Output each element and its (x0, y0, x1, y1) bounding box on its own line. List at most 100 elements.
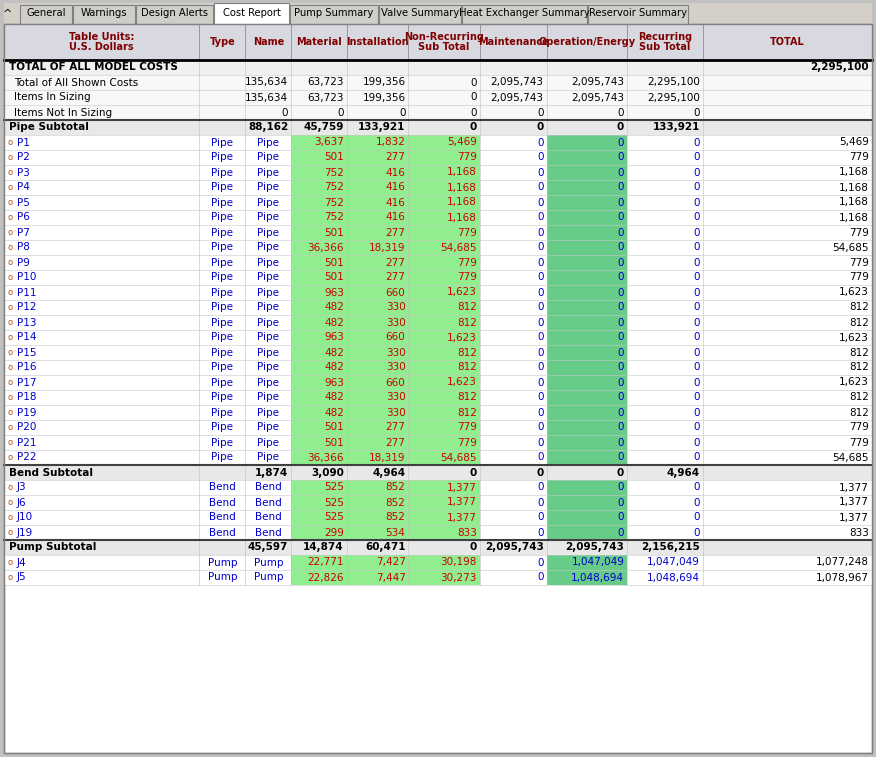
Text: 852: 852 (385, 512, 406, 522)
Text: o: o (7, 228, 12, 237)
Text: 0: 0 (537, 332, 543, 342)
Bar (292, 495, 347, 510)
Bar (547, 225, 627, 240)
Text: 0: 0 (618, 528, 625, 537)
Text: Pipe: Pipe (211, 453, 233, 463)
Text: 88,162: 88,162 (248, 123, 288, 132)
Bar (292, 150, 347, 165)
Bar (4, 435, 872, 450)
Text: 0: 0 (693, 213, 700, 223)
Text: 0: 0 (537, 242, 543, 253)
Text: 1,168: 1,168 (839, 182, 869, 192)
Bar (347, 150, 408, 165)
Bar (547, 270, 627, 285)
Text: 1,078,967: 1,078,967 (816, 572, 869, 582)
Text: Cost Report: Cost Report (223, 8, 280, 18)
Text: 501: 501 (324, 438, 344, 447)
Text: Pipe: Pipe (211, 288, 233, 298)
Text: 1,377: 1,377 (839, 512, 869, 522)
Text: 0: 0 (537, 198, 543, 207)
Text: J5: J5 (17, 572, 26, 582)
Text: 63,723: 63,723 (307, 77, 344, 88)
Text: 482: 482 (324, 347, 344, 357)
Bar (4, 315, 872, 330)
Text: 0: 0 (618, 288, 625, 298)
Text: 0: 0 (693, 407, 700, 418)
Text: 852: 852 (385, 482, 406, 493)
Text: 833: 833 (849, 528, 869, 537)
Bar (4, 405, 872, 420)
Bar (347, 360, 408, 375)
Text: 0: 0 (618, 363, 625, 372)
Text: o: o (7, 438, 12, 447)
Text: 779: 779 (849, 273, 869, 282)
Text: Warnings: Warnings (81, 8, 127, 18)
Text: 0: 0 (537, 167, 543, 177)
Text: J10: J10 (17, 512, 33, 522)
Bar (4, 75, 872, 90)
Text: Pipe: Pipe (258, 273, 279, 282)
Text: 416: 416 (385, 198, 406, 207)
Text: 54,685: 54,685 (832, 242, 869, 253)
Text: Pipe: Pipe (258, 363, 279, 372)
Text: Name: Name (252, 37, 284, 47)
Text: 0: 0 (618, 182, 625, 192)
Text: 0: 0 (618, 273, 625, 282)
Bar (547, 315, 627, 330)
Bar (408, 525, 480, 540)
Text: 54,685: 54,685 (440, 453, 477, 463)
Bar (547, 180, 627, 195)
Text: 779: 779 (849, 257, 869, 267)
Bar (4, 150, 872, 165)
Text: 0: 0 (537, 257, 543, 267)
Bar (4, 345, 872, 360)
Bar (292, 240, 347, 255)
Bar (347, 570, 408, 585)
Bar (408, 510, 480, 525)
Text: 0: 0 (537, 363, 543, 372)
Text: 330: 330 (385, 407, 406, 418)
Text: 525: 525 (324, 512, 344, 522)
Text: 1,048,694: 1,048,694 (646, 572, 700, 582)
Bar (290, 5, 378, 24)
Text: 0: 0 (537, 303, 543, 313)
Text: 1,168: 1,168 (447, 167, 477, 177)
Text: 0: 0 (693, 482, 700, 493)
Text: 2,295,100: 2,295,100 (810, 63, 869, 73)
Text: 0: 0 (693, 512, 700, 522)
Text: 1,168: 1,168 (839, 167, 869, 177)
Bar (4, 555, 872, 570)
Bar (347, 405, 408, 420)
Bar (347, 390, 408, 405)
Bar (588, 5, 688, 24)
Text: 0: 0 (537, 213, 543, 223)
Text: 779: 779 (456, 257, 477, 267)
Text: 0: 0 (337, 107, 344, 117)
Text: 482: 482 (324, 363, 344, 372)
Bar (408, 330, 480, 345)
Text: 0: 0 (470, 92, 477, 102)
Text: 660: 660 (385, 288, 406, 298)
Text: Pump: Pump (208, 572, 237, 582)
Text: 4,964: 4,964 (372, 468, 406, 478)
Text: 0: 0 (618, 152, 625, 163)
Text: 812: 812 (456, 317, 477, 328)
Text: 0: 0 (618, 303, 625, 313)
Bar (4, 450, 872, 465)
Bar (408, 165, 480, 180)
Text: 1,168: 1,168 (839, 198, 869, 207)
Text: 0: 0 (618, 497, 625, 507)
Text: Non-Recurring: Non-Recurring (404, 32, 484, 42)
Text: P15: P15 (17, 347, 37, 357)
Text: 2,095,743: 2,095,743 (565, 543, 625, 553)
Bar (408, 345, 480, 360)
Text: 7,427: 7,427 (376, 557, 406, 568)
Bar (408, 435, 480, 450)
Text: Pipe: Pipe (211, 273, 233, 282)
Bar (347, 195, 408, 210)
Bar (4, 105, 872, 120)
Bar (4, 495, 872, 510)
Text: Pipe: Pipe (211, 347, 233, 357)
Text: Pipe: Pipe (211, 378, 233, 388)
Text: 501: 501 (324, 228, 344, 238)
